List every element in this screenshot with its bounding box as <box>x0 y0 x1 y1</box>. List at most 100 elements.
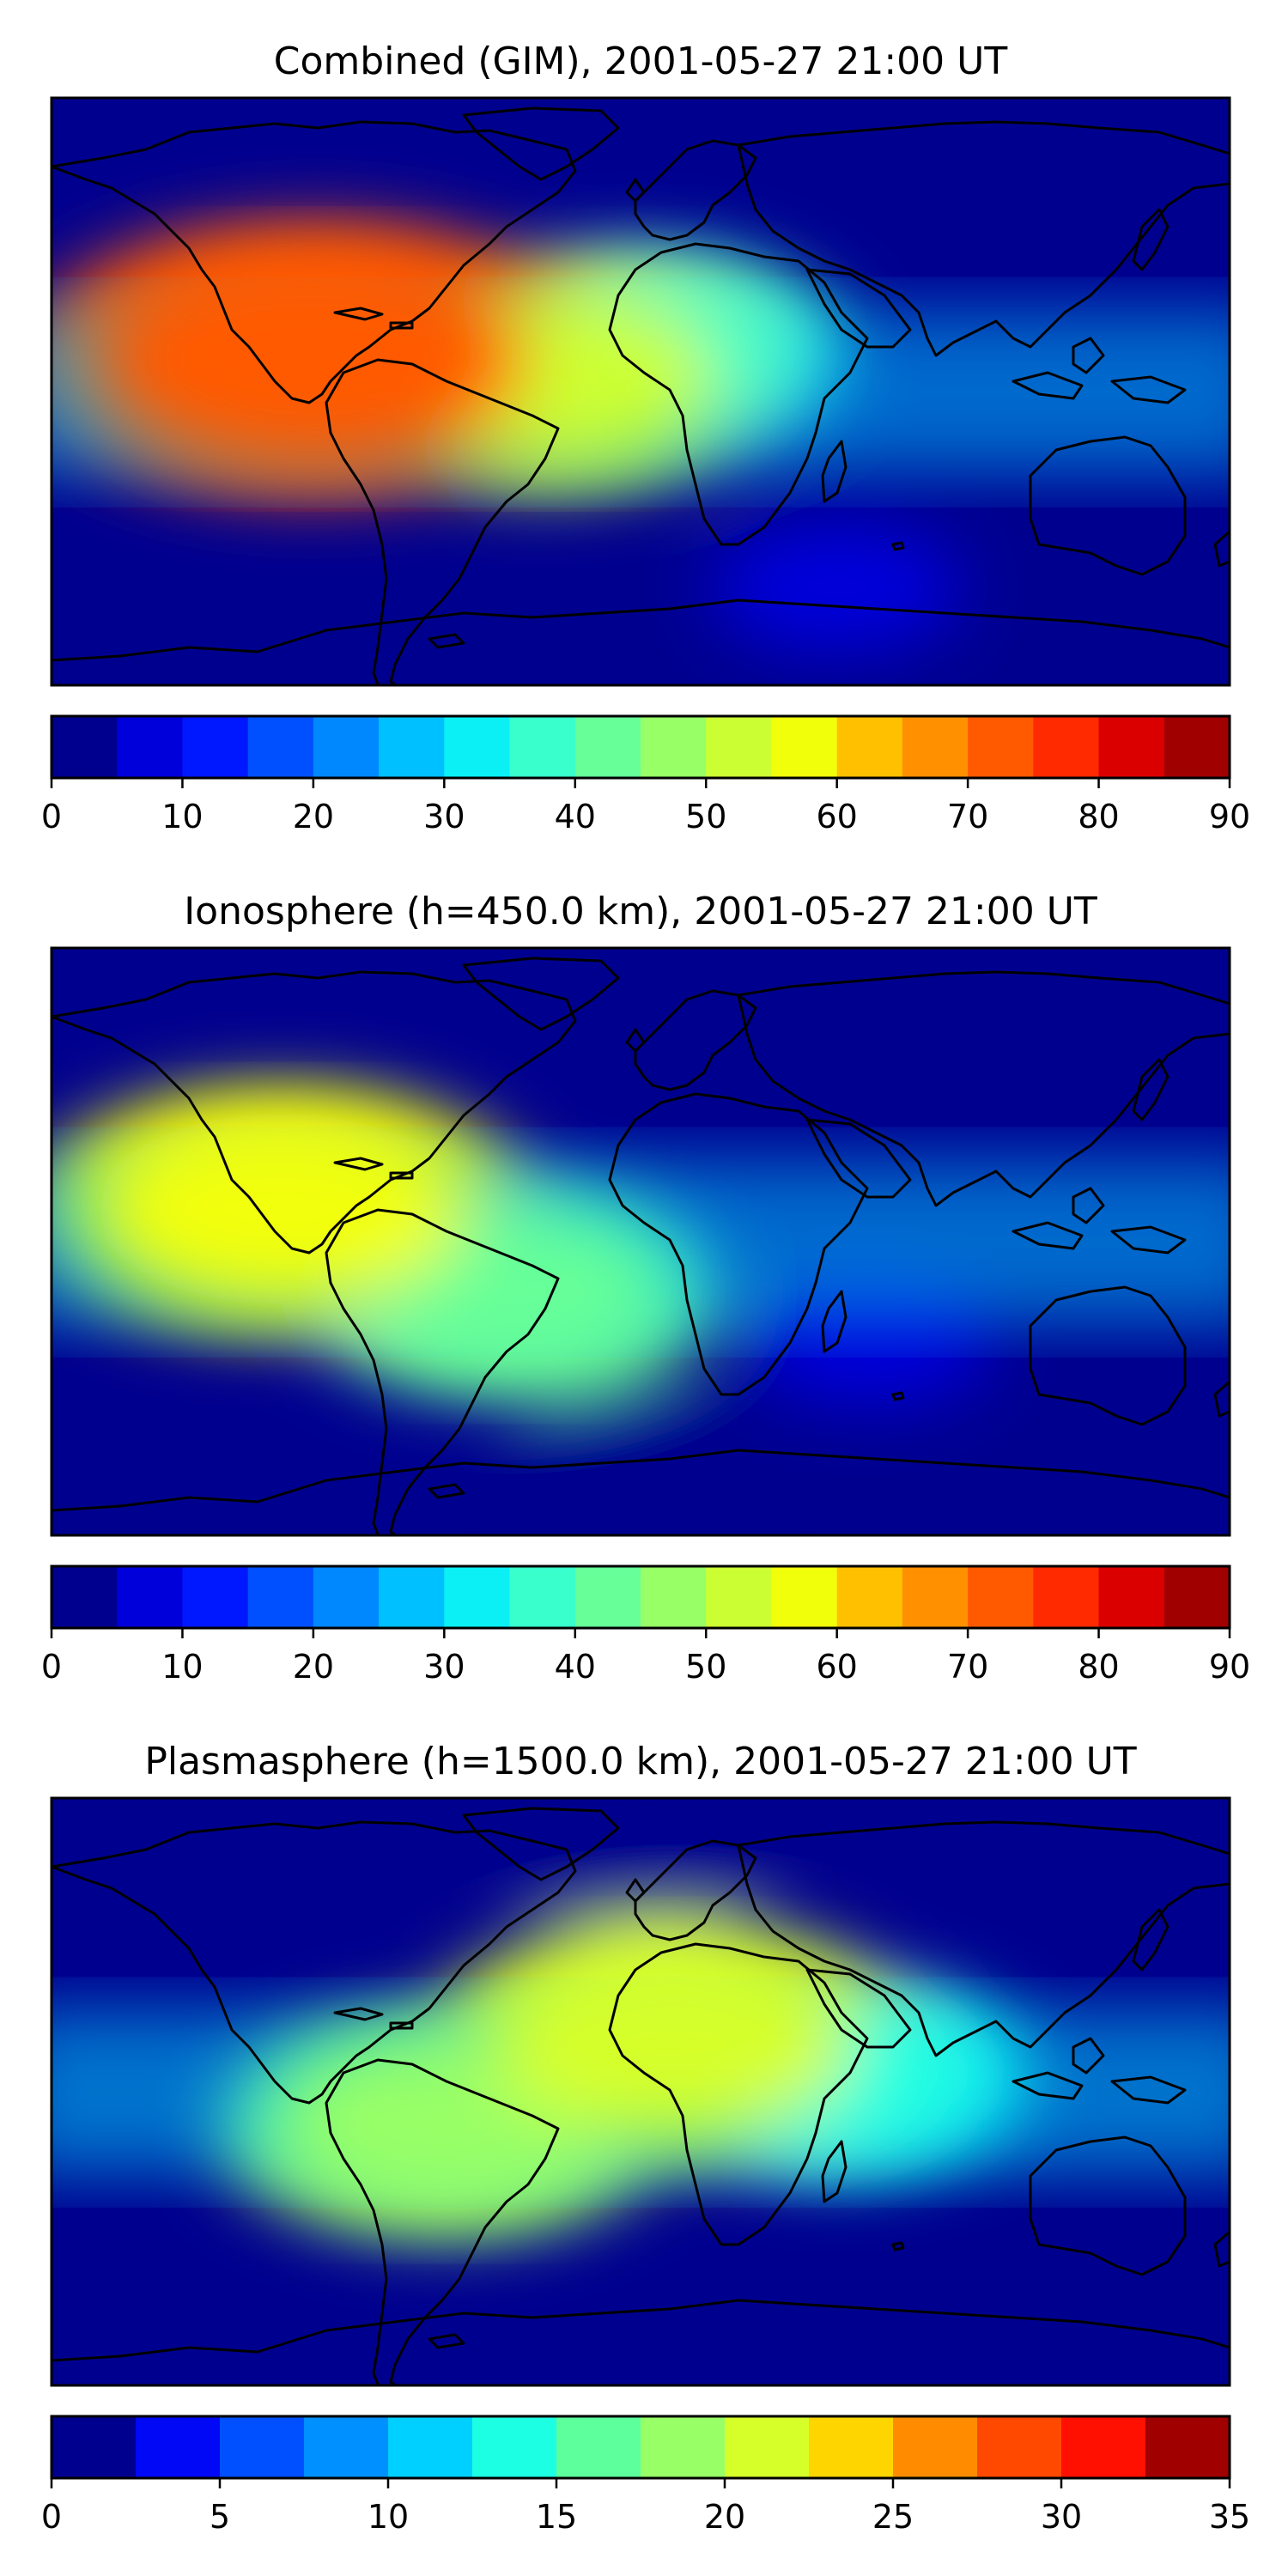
colorbar-tick-label: 90 <box>1209 1648 1250 1686</box>
colorbar-segment <box>52 1566 118 1628</box>
colorbar-tick-label: 50 <box>685 1648 726 1686</box>
map-panel-plasmasphere <box>50 1796 1231 2387</box>
colorbar-tick-label: 25 <box>872 2498 914 2536</box>
colorbar-segment <box>1033 716 1100 778</box>
colorbar-segment <box>836 716 903 778</box>
colorbar-segment <box>313 1566 380 1628</box>
colorbar-tick-label: 30 <box>1041 2498 1082 2536</box>
colorbar-segment <box>725 2416 810 2478</box>
colorbar-segment <box>902 1566 969 1628</box>
colorbar-segment <box>771 716 838 778</box>
map-frame-plasmasphere <box>50 1796 1231 2387</box>
colorbar-segment <box>379 1566 445 1628</box>
colorbar-segment <box>1033 1566 1100 1628</box>
colorbar-segment <box>117 716 183 778</box>
colorbar-segment <box>472 2416 557 2478</box>
field-feature <box>516 1798 765 1929</box>
colorbar-tick-label: 80 <box>1078 1648 1119 1686</box>
colorbar-tick-label: 70 <box>947 798 988 835</box>
colorbar-tick-label: 0 <box>41 798 62 835</box>
colorbar-segment <box>809 2416 894 2478</box>
colorbar-segment <box>641 2416 726 2478</box>
field-peak <box>98 250 528 468</box>
colorbar-segment <box>220 2416 305 2478</box>
colorbar-segment <box>117 1566 183 1628</box>
colorbar-segment <box>444 1566 511 1628</box>
field-feature <box>521 1390 760 1517</box>
colorbar-segment <box>977 2416 1062 2478</box>
colorbar-segment <box>1145 2416 1230 2478</box>
colorbar-segment <box>968 716 1034 778</box>
colorbar-frame <box>50 2415 1231 2480</box>
colorbar-tick-label: 10 <box>161 1648 203 1686</box>
colorbar-tick-label: 30 <box>423 798 465 835</box>
colorbar-tick-label: 60 <box>816 1648 857 1686</box>
colorbar-segment <box>1061 2416 1146 2478</box>
colorbar-segment <box>304 2416 389 2478</box>
colorbar-segment <box>52 2416 137 2478</box>
colorbar-segment <box>771 1566 838 1628</box>
colorbar-segment <box>836 1566 903 1628</box>
colorbar-segment <box>182 716 249 778</box>
chart-title-ionosphere: Ionosphere (h=450.0 km), 2001-05-27 21:0… <box>184 890 1097 933</box>
colorbar-segment <box>509 716 576 778</box>
field-peak <box>493 1949 854 2136</box>
colorbar-segment <box>509 1566 576 1628</box>
colorbar-segment <box>313 716 380 778</box>
colorbar-combined: 0 10 20 30 40 50 60 70 80 90 <box>41 714 1250 835</box>
colorbar-segment <box>574 716 641 778</box>
chart-title-plasmasphere: Plasmasphere (h=1500.0 km), 2001-05-27 2… <box>144 1740 1136 1783</box>
map-frame-ionosphere <box>50 946 1231 1537</box>
colorbar-segment <box>52 716 118 778</box>
colorbar-segment <box>706 1566 772 1628</box>
colorbar-tick-label: 60 <box>816 798 857 835</box>
colorbar-tick-label: 30 <box>423 1648 465 1686</box>
colorbar-segment <box>893 2416 978 2478</box>
colorbar-segment <box>1163 1566 1230 1628</box>
colorbar-tick-label: 0 <box>41 2498 62 2536</box>
colorbar-segment <box>247 716 314 778</box>
colorbar-segment <box>1098 1566 1165 1628</box>
colorbar-segment <box>641 1566 707 1628</box>
colorbar-segment <box>556 2416 641 2478</box>
field-peak <box>96 1114 465 1304</box>
colorbar-segment <box>574 1566 641 1628</box>
colorbar-tick-label: 50 <box>685 798 726 835</box>
colorbar-segment <box>444 716 511 778</box>
map-panel-ionosphere <box>50 946 1231 1537</box>
colorbar-segment <box>247 1566 314 1628</box>
field-blobs-top <box>278 1949 978 2212</box>
colorbar-tick-label: 90 <box>1209 798 1250 835</box>
colorbar-tick-label: 40 <box>555 1648 596 1686</box>
colorbar-tick-label: 35 <box>1209 2498 1250 2536</box>
colorbar-segment <box>641 716 707 778</box>
map-panel-combined <box>50 96 1231 687</box>
colorbar-segment <box>968 1566 1034 1628</box>
colorbar-segment <box>1163 716 1230 778</box>
colorbar-tick-label: 20 <box>293 798 334 835</box>
colorbar-tick-label: 15 <box>536 2498 577 2536</box>
colorbar-tick-label: 5 <box>210 2498 230 2536</box>
colorbar-tick-label: 80 <box>1078 798 1119 835</box>
colorbar-frame <box>50 714 1231 780</box>
colorbar-tick-label: 20 <box>704 2498 745 2536</box>
colorbar-tick-label: 10 <box>161 798 203 835</box>
tec-field-ionosphere <box>52 948 1230 1535</box>
colorbar-segment <box>136 2416 221 2478</box>
colorbar-plasmasphere: 0 5 10 15 20 25 30 35 <box>41 2415 1250 2536</box>
map-frame-combined <box>50 96 1231 687</box>
colorbar-segment <box>388 2416 473 2478</box>
field-blobs-top <box>98 250 791 468</box>
colorbar-ionosphere: 0 10 20 30 40 50 60 70 80 90 <box>41 1564 1250 1686</box>
colorbar-segment <box>1098 716 1165 778</box>
colorbar-tick-label: 10 <box>368 2498 409 2536</box>
colorbar-tick-label: 70 <box>947 1648 988 1686</box>
colorbar-tick-label: 40 <box>555 798 596 835</box>
field-feature <box>713 521 962 653</box>
chart-title-combined: Combined (GIM), 2001-05-27 21:00 UT <box>274 39 1008 83</box>
colorbar-tick-label: 20 <box>293 1648 334 1686</box>
colorbar-frame <box>50 1564 1231 1630</box>
colorbar-tick-label: 0 <box>41 1648 62 1686</box>
colorbar-segment <box>182 1566 249 1628</box>
